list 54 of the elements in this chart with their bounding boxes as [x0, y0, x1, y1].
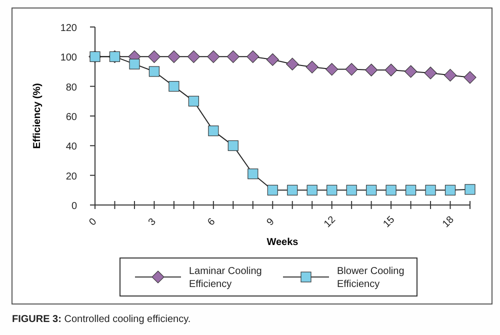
point — [226, 50, 240, 63]
point — [425, 184, 436, 196]
point — [148, 66, 160, 77]
point — [386, 184, 396, 196]
caption: FIGURE 3: Controlled cooling efficiency. — [12, 314, 191, 325]
point — [405, 184, 416, 196]
point — [129, 58, 140, 70]
x-axis-title: Weeks — [266, 237, 299, 248]
x-tick-label: 9 — [265, 216, 278, 228]
y-tick-label: 80 — [66, 82, 78, 94]
x-tick-label: 3 — [146, 216, 159, 228]
point — [444, 184, 456, 196]
point — [248, 168, 258, 180]
x-tick-label: 6 — [206, 216, 218, 228]
y-tick-label: 100 — [60, 52, 78, 64]
point — [346, 184, 357, 196]
x-tick-label: 12 — [322, 214, 338, 230]
y-tick-label: 20 — [66, 171, 78, 182]
x-tick-label: 18 — [440, 214, 457, 230]
point — [168, 81, 180, 92]
y-tick-label: 120 — [60, 23, 78, 34]
point — [326, 62, 338, 76]
y-tick-label: 60 — [66, 112, 78, 123]
point — [464, 184, 476, 195]
point — [287, 184, 298, 196]
y-tick-label: 40 — [66, 142, 78, 153]
point — [326, 184, 338, 196]
x-tick-label: 0 — [87, 216, 100, 228]
point — [208, 126, 219, 136]
y-axis-title: Efficiency (%) — [32, 83, 43, 149]
point — [306, 184, 318, 196]
point — [207, 50, 220, 63]
y-tick-label: 0 — [71, 201, 78, 212]
point — [148, 50, 161, 63]
point — [424, 66, 437, 80]
legend-label: Laminar Cooling Efficiency — [189, 266, 262, 290]
point — [306, 60, 318, 74]
point — [228, 140, 238, 151]
point — [187, 50, 200, 63]
point — [267, 184, 278, 196]
point — [384, 64, 398, 76]
x-tick-label: 15 — [381, 214, 398, 230]
point — [345, 62, 358, 76]
point — [366, 184, 377, 196]
legend-label: Blower Cooling Efficiency — [337, 266, 404, 290]
point — [246, 50, 260, 63]
point — [168, 50, 180, 63]
point — [444, 68, 457, 82]
point — [286, 58, 299, 70]
point — [464, 71, 476, 84]
point — [365, 64, 378, 76]
point — [404, 65, 418, 78]
point — [266, 53, 279, 66]
point — [188, 96, 199, 106]
